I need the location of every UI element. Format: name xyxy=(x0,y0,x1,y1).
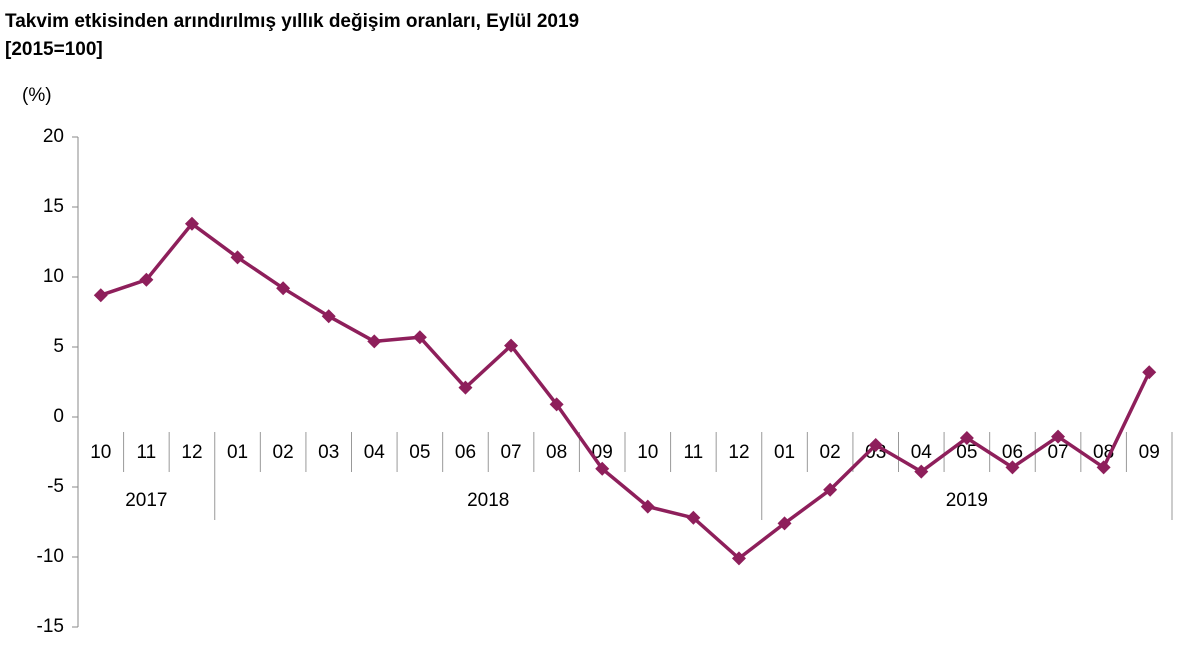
x-tick-label: 04 xyxy=(911,442,933,463)
x-tick-label: 12 xyxy=(181,442,202,463)
x-tick-label: 07 xyxy=(500,442,521,463)
y-axis-label: (%) xyxy=(22,85,52,106)
x-group-label: 2019 xyxy=(946,490,988,511)
marker xyxy=(504,338,519,353)
marker xyxy=(777,516,792,531)
marker xyxy=(959,431,974,445)
marker xyxy=(1096,460,1111,475)
marker xyxy=(367,334,382,349)
line xyxy=(100,221,1151,561)
marker xyxy=(458,380,473,395)
x-group-label: 2017 xyxy=(125,490,167,511)
marker xyxy=(640,499,655,514)
chart-subtitle: [2015=100] xyxy=(5,39,103,60)
y-tick-label: 0 xyxy=(53,406,64,427)
marker xyxy=(412,330,427,345)
marker xyxy=(321,309,336,324)
x-tick-label: 04 xyxy=(364,442,386,463)
marker xyxy=(686,510,701,525)
marker xyxy=(93,288,108,303)
x-tick-label: 05 xyxy=(956,442,977,463)
x-tick-label: 01 xyxy=(774,442,795,463)
x-tick-label: 03 xyxy=(318,442,339,463)
x-tick-label: 11 xyxy=(137,442,157,463)
marker xyxy=(595,461,610,476)
y-tick-label: -10 xyxy=(37,546,64,567)
x-tick-label: 06 xyxy=(455,442,476,463)
x-tick-label: 05 xyxy=(409,442,430,463)
x-tick-label: 07 xyxy=(1047,442,1068,463)
marker xyxy=(230,250,245,265)
marker xyxy=(549,397,564,412)
marker xyxy=(823,482,838,497)
marker xyxy=(139,272,154,287)
y-tick-label: 10 xyxy=(43,266,64,287)
x-tick-label: 10 xyxy=(637,442,658,463)
chart-title: Takvim etkisinden arındırılmış yıllık de… xyxy=(5,11,579,32)
x-tick-label: 09 xyxy=(592,442,613,463)
marker xyxy=(914,464,929,479)
x-tick-label: 02 xyxy=(273,442,294,463)
marker xyxy=(868,438,883,452)
marker xyxy=(1142,365,1157,380)
x-tick-label: 01 xyxy=(227,442,248,463)
x-group-label: 2018 xyxy=(467,490,509,511)
y-tick-label: 20 xyxy=(43,126,64,147)
y-tick-label: 5 xyxy=(53,336,64,357)
x-tick-label: 06 xyxy=(1002,442,1023,463)
y-tick-label: -15 xyxy=(37,616,64,637)
x-tick-label: 08 xyxy=(546,442,567,463)
x-tick-label: 12 xyxy=(728,442,749,463)
x-tick-label: 11 xyxy=(684,442,704,463)
x-tick-label: 02 xyxy=(820,442,841,463)
marker xyxy=(1051,429,1066,444)
x-tick-label: 09 xyxy=(1139,442,1160,463)
x-tick-label: 10 xyxy=(90,442,111,463)
y-tick-label: -5 xyxy=(47,476,64,497)
marker xyxy=(276,281,291,296)
marker xyxy=(184,216,199,231)
y-tick-label: 15 xyxy=(43,196,64,217)
marker xyxy=(731,551,746,566)
marker xyxy=(1005,460,1020,475)
